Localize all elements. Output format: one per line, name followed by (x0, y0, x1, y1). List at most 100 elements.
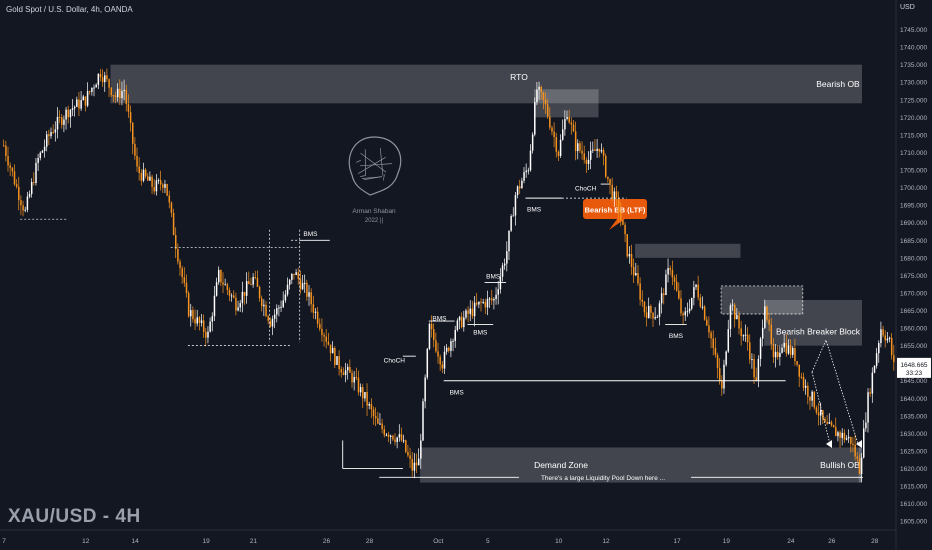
candle-body (37, 158, 39, 163)
candle-body (121, 91, 123, 99)
time-tick-label: 5 (486, 538, 490, 545)
candle-body (392, 435, 394, 440)
candle-body (587, 159, 590, 164)
candle-body (854, 444, 856, 457)
candle-body (570, 122, 573, 125)
candle-body (460, 316, 463, 328)
candle-body (20, 200, 22, 206)
time-tick-label: 10 (555, 538, 563, 545)
candle-body (540, 86, 542, 93)
candle-body (353, 377, 355, 383)
candle-body (5, 145, 7, 157)
candle-body (581, 150, 583, 154)
candle-body (890, 337, 893, 356)
candle-body (172, 212, 175, 236)
candle-body (63, 119, 65, 125)
candle-body (159, 180, 162, 185)
candle-body (147, 176, 149, 181)
candle-body (598, 148, 601, 152)
candle-body (506, 251, 508, 264)
candle-body (445, 347, 448, 352)
price-tick-label: 1615.000 (900, 484, 927, 491)
candle-body (714, 347, 717, 356)
candle-body (291, 273, 293, 280)
current-price-box (897, 357, 931, 378)
candle-body (441, 364, 444, 369)
candle-body (817, 412, 820, 416)
candle-body (185, 282, 188, 294)
candle-body (675, 281, 678, 291)
candle-body (652, 312, 654, 319)
candle-body (699, 297, 702, 307)
candle-body (71, 108, 74, 110)
zone-label-bearish-ob: Bearish OB (816, 79, 860, 89)
candle-body (450, 341, 452, 351)
candle-body (611, 184, 613, 200)
time-tick-label: 24 (787, 538, 795, 545)
candle-body (405, 440, 407, 452)
candle-body (190, 310, 192, 317)
candle-body (256, 277, 259, 287)
candle-body (486, 298, 489, 308)
candle-body (869, 392, 871, 394)
candle-body (329, 344, 332, 354)
price-tick-label: 1635.000 (900, 413, 927, 420)
candle-body (138, 166, 140, 174)
candle-body (686, 311, 689, 313)
candle-body (476, 302, 478, 305)
candle-body (648, 305, 650, 318)
candle-body (301, 283, 304, 290)
candle-body (46, 134, 48, 147)
candle-body (484, 301, 487, 308)
time-tick-label: 19 (202, 538, 210, 545)
candle-body (54, 129, 57, 133)
candle-body (617, 197, 620, 213)
candle-body (396, 437, 398, 442)
candle-body (562, 129, 564, 140)
candle-body (757, 358, 760, 381)
candle-body (660, 293, 663, 304)
candle-body (789, 345, 792, 355)
candle-body (871, 372, 874, 394)
candle-body (252, 277, 254, 285)
candle-body (35, 162, 37, 183)
price-tick-label: 1640.000 (900, 396, 927, 403)
candle-body (656, 316, 659, 318)
candle-body (308, 292, 310, 297)
candle-body (712, 338, 714, 348)
candle-body (751, 358, 753, 360)
candle-body (239, 303, 241, 308)
candle-body (383, 429, 386, 435)
candle-body (514, 195, 517, 216)
candle-body (164, 184, 166, 188)
candle-body (491, 298, 493, 301)
candle-body (787, 345, 790, 354)
candle-body (452, 340, 454, 342)
candle-body (342, 372, 345, 375)
candle-body (218, 269, 220, 283)
brain-network-line (356, 159, 362, 163)
candle-body (437, 351, 439, 357)
time-tick-label: Oct (433, 538, 443, 545)
candle-body (101, 77, 104, 83)
candle-body (207, 331, 209, 338)
candle-body (503, 263, 506, 266)
candle-body (549, 116, 551, 128)
candle-body (622, 220, 624, 225)
candle-body (456, 320, 459, 331)
candle-body (95, 84, 97, 88)
candle-body (635, 273, 637, 276)
candle-body (24, 209, 26, 211)
candle-body (551, 127, 553, 132)
candle-body (534, 102, 536, 135)
candle-body (731, 304, 734, 306)
candle-body (254, 277, 257, 279)
candle-body (499, 276, 502, 290)
candle-body (469, 308, 472, 314)
brain-network-line (379, 148, 384, 176)
candle-body (18, 186, 20, 201)
candle-body (770, 324, 773, 344)
candle-body (271, 318, 274, 327)
candle-body (850, 436, 852, 444)
candle-body (837, 432, 839, 437)
